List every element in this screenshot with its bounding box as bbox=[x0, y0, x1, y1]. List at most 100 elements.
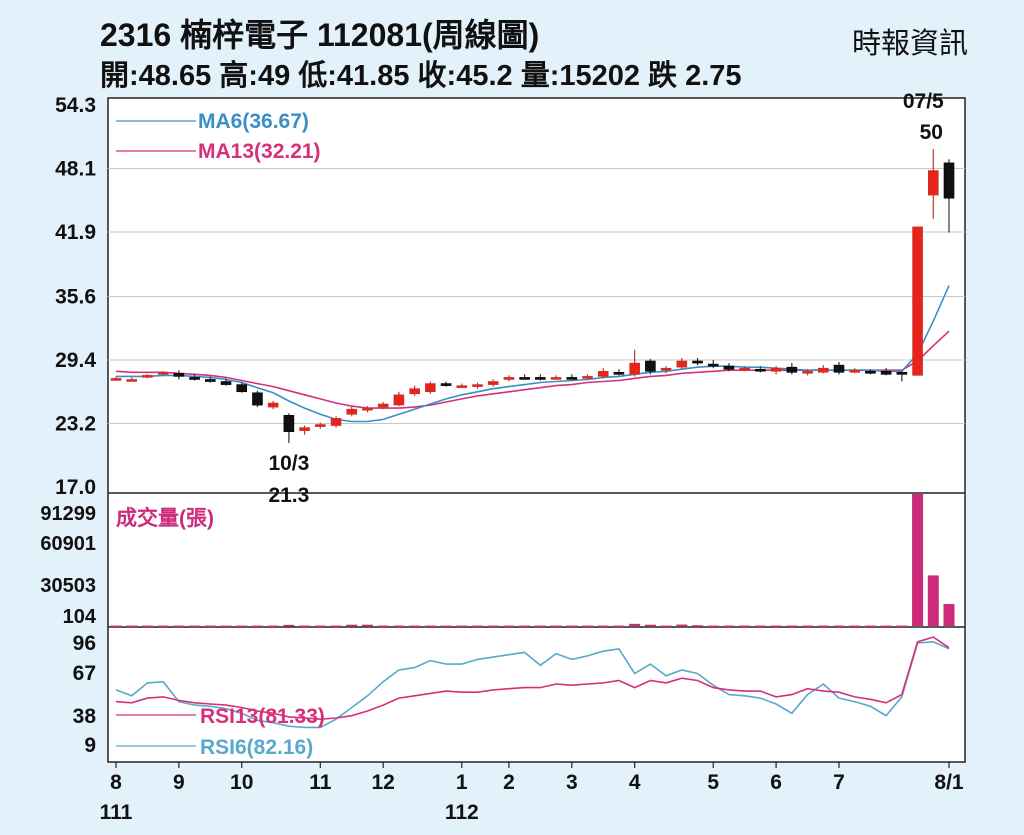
low-date-label: 10/3 bbox=[268, 452, 309, 475]
volume-bar bbox=[550, 625, 562, 628]
volume-bar bbox=[534, 625, 546, 628]
rsi13-legend-label: RSI13(81.33) bbox=[200, 705, 325, 728]
ma13-legend-label: MA13(32.21) bbox=[198, 140, 321, 163]
candle-body bbox=[896, 371, 908, 375]
chart-title: 2316 楠梓電子 112081(周線圖) bbox=[100, 17, 540, 53]
x-tick-label: 6 bbox=[770, 771, 782, 794]
candle-body bbox=[613, 371, 625, 375]
year-label: 111 bbox=[100, 801, 133, 824]
volume-bar bbox=[864, 625, 876, 628]
volume-bar bbox=[833, 625, 845, 628]
volume-bar bbox=[676, 624, 688, 627]
volume-tick-label: 60901 bbox=[40, 533, 96, 555]
candle-body bbox=[880, 370, 892, 375]
candle-body bbox=[142, 375, 153, 378]
volume-bar bbox=[393, 625, 405, 628]
volume-bar bbox=[613, 625, 625, 628]
rsi-tick-label: 38 bbox=[73, 705, 97, 728]
candle-body bbox=[817, 367, 829, 373]
volume-bar bbox=[849, 625, 861, 628]
candle-body bbox=[173, 373, 185, 377]
volume-bar bbox=[377, 625, 389, 628]
volume-bar bbox=[660, 625, 672, 628]
ma6-line bbox=[116, 285, 950, 423]
candle-body bbox=[236, 384, 248, 393]
volume-bar bbox=[440, 625, 452, 628]
high-date-label: 07/5 bbox=[903, 90, 944, 113]
year-label: 112 bbox=[445, 801, 479, 824]
candle-body bbox=[865, 370, 876, 374]
x-tick-label: 3 bbox=[566, 771, 578, 794]
volume-bar bbox=[692, 625, 704, 627]
candle-body bbox=[283, 415, 295, 432]
candle-body bbox=[503, 377, 515, 380]
candle-body bbox=[456, 385, 468, 388]
candle-body bbox=[597, 370, 609, 377]
candle-body bbox=[377, 403, 389, 408]
volume-bar bbox=[896, 625, 908, 628]
volume-bar bbox=[110, 625, 122, 628]
x-tick-label: 7 bbox=[833, 771, 845, 794]
volume-bar bbox=[220, 625, 232, 628]
x-tick-label: 2 bbox=[503, 771, 515, 794]
source-label: 時報資訊 bbox=[851, 28, 968, 60]
plot-frame bbox=[107, 97, 966, 763]
volume-bar bbox=[739, 625, 751, 628]
volume-bar bbox=[346, 624, 358, 627]
x-tick-label: 4 bbox=[629, 771, 641, 794]
volume-bar bbox=[786, 625, 798, 628]
candle-body bbox=[755, 368, 766, 372]
volume-bar bbox=[927, 575, 939, 626]
candle-body bbox=[330, 418, 342, 426]
x-tick-label: 8/1 bbox=[934, 771, 964, 794]
candle-body bbox=[912, 226, 923, 376]
candle-body bbox=[425, 383, 436, 393]
candle-body bbox=[833, 364, 845, 373]
low-price-label: 21.3 bbox=[268, 484, 309, 507]
candle-body bbox=[660, 367, 672, 371]
volume-bar bbox=[880, 625, 892, 628]
candle-body bbox=[676, 360, 688, 368]
candle-body bbox=[440, 383, 452, 386]
candle-body bbox=[189, 377, 200, 380]
volume-bar bbox=[503, 625, 515, 628]
volume-bar bbox=[456, 625, 468, 628]
price-tick-label: 29.4 bbox=[55, 349, 96, 372]
x-tick-label: 9 bbox=[173, 771, 185, 794]
rsi13-line bbox=[115, 636, 950, 721]
price-tick-label: 17.0 bbox=[55, 476, 96, 499]
price-tick-label: 54.3 bbox=[55, 94, 96, 117]
candle-body bbox=[519, 377, 530, 380]
candle-body bbox=[157, 371, 169, 375]
rsi-tick-label: 67 bbox=[73, 662, 96, 685]
candle-body bbox=[315, 424, 326, 427]
candle-body bbox=[267, 402, 279, 408]
candle-body bbox=[535, 377, 546, 380]
volume-tick-label: 30503 bbox=[40, 575, 96, 597]
volume-bar bbox=[754, 625, 766, 628]
candle-body bbox=[786, 366, 798, 373]
volume-bar bbox=[471, 625, 483, 628]
volume-bar bbox=[770, 625, 782, 628]
volume-bar bbox=[236, 625, 248, 628]
volume-bar bbox=[299, 625, 311, 628]
volume-bar bbox=[330, 625, 342, 628]
candle-body bbox=[299, 427, 310, 431]
volume-bar bbox=[912, 494, 924, 626]
candle-body bbox=[550, 377, 562, 380]
volume-bar bbox=[566, 625, 578, 628]
volume-bar bbox=[707, 625, 719, 628]
volume-bar bbox=[802, 625, 814, 628]
volume-bar bbox=[723, 625, 735, 628]
candle-body bbox=[645, 360, 656, 372]
quote-summary: 開:48.65 高:49 低:41.85 收:45.2 量:15202 跌 2.… bbox=[100, 60, 742, 92]
candle-body bbox=[126, 379, 138, 382]
x-tick-label: 8 bbox=[110, 771, 122, 794]
candle-body bbox=[707, 363, 719, 367]
candle-body bbox=[723, 365, 735, 370]
candle-body bbox=[927, 170, 939, 196]
volume-bar bbox=[173, 625, 185, 628]
price-tick-label: 23.2 bbox=[55, 413, 96, 436]
volume-bar bbox=[141, 625, 153, 628]
candle-body bbox=[943, 162, 955, 199]
